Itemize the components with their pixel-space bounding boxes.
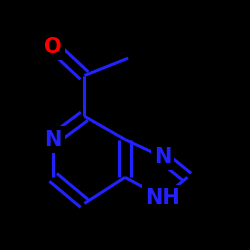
Text: O: O (44, 36, 62, 56)
Text: N: N (44, 130, 62, 150)
Text: N: N (154, 147, 171, 167)
Text: NH: NH (145, 188, 180, 208)
